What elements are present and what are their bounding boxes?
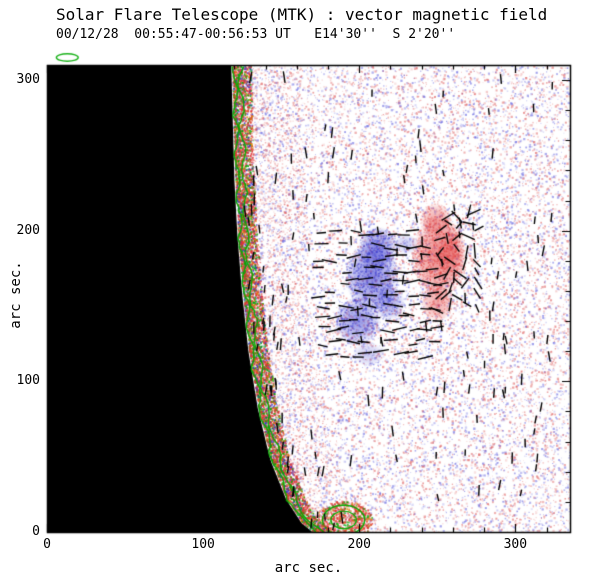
plot-subtitle: 00/12/28 00:55:47-00:56:53 UT E14'30'' S… [56,27,456,42]
x-tick-label: 300 [503,537,528,552]
y-axis-label: arc sec. [8,261,24,329]
y-tick-label: 0 [32,524,40,539]
x-tick-label: 100 [191,537,215,552]
x-axis-label: arc sec. [274,560,343,576]
x-tick-label: 0 [43,537,51,552]
y-tick-label: 200 [16,222,40,238]
plot-title: Solar Flare Telescope (MTK) : vector mag… [56,5,548,24]
x-tick-label: 200 [347,537,371,552]
y-tick-label: 100 [16,373,40,389]
y-tick-label: 300 [16,72,40,88]
